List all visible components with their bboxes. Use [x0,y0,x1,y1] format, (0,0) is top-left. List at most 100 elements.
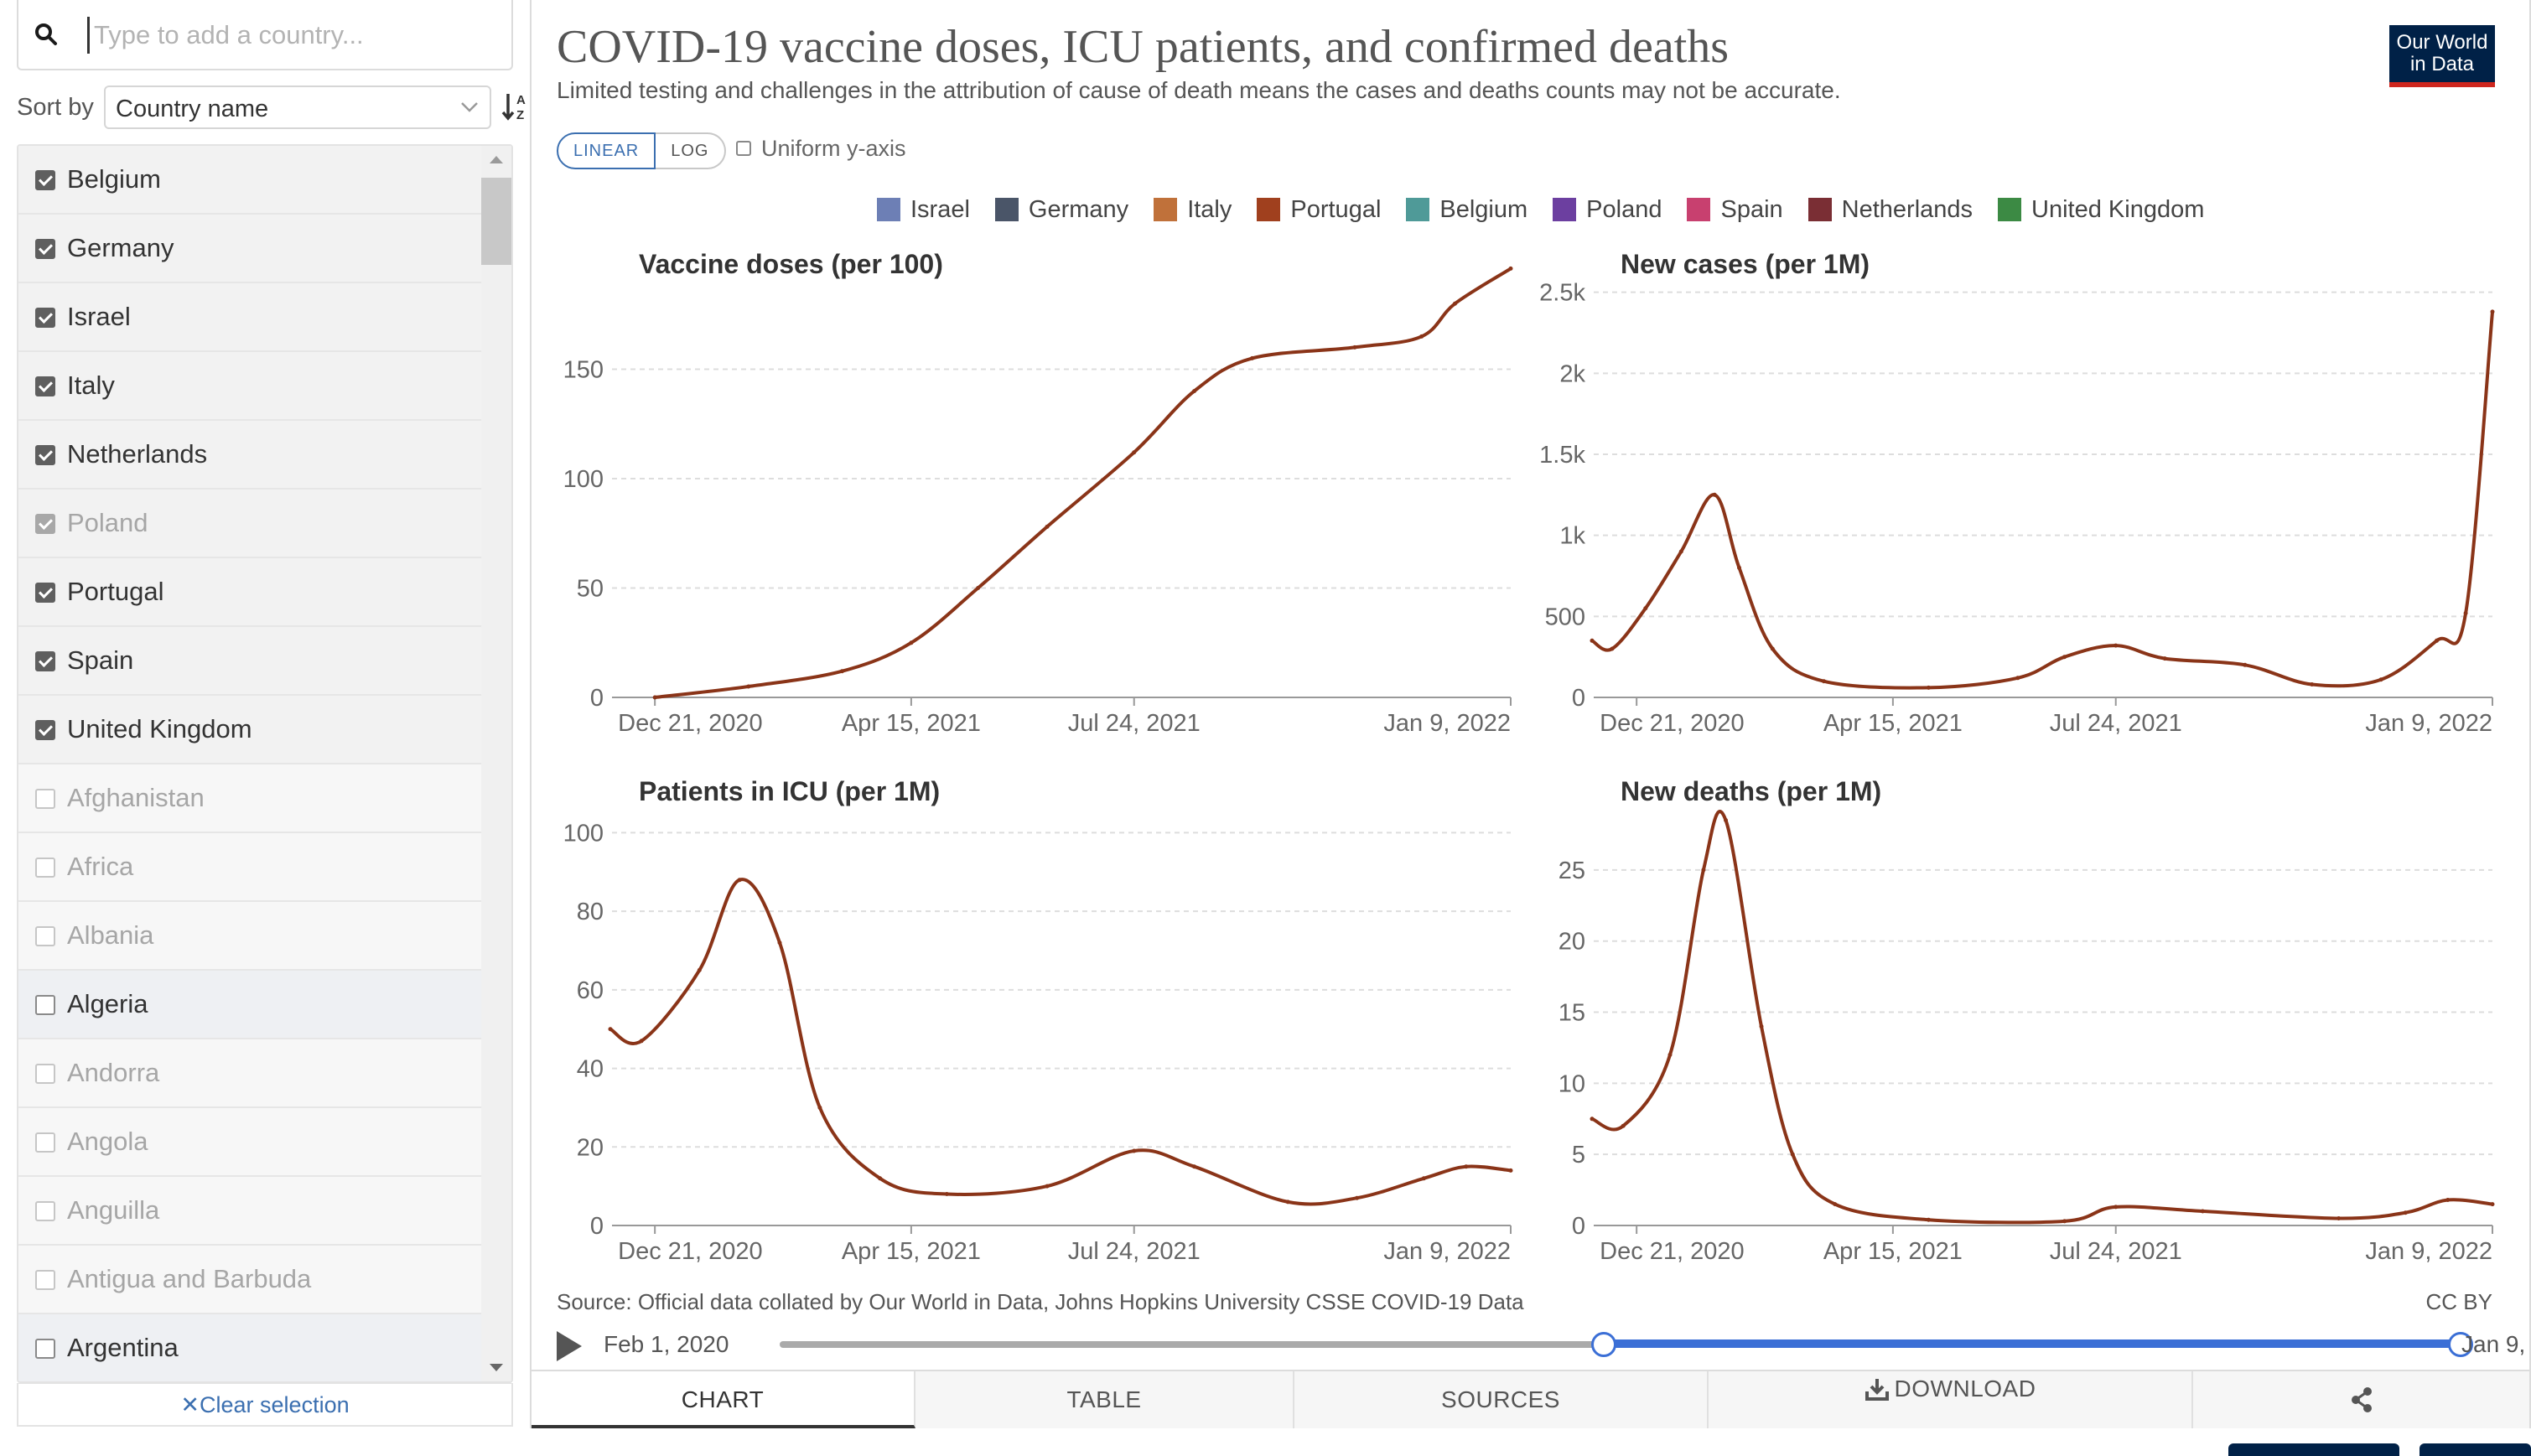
linear-scale-button[interactable]: LINEAR [557,132,656,169]
scroll-down-arrow-icon[interactable] [490,1364,503,1371]
legend-item[interactable]: Italy [1154,194,1232,225]
legend-item[interactable]: Belgium [1406,194,1527,225]
list-scrollbar[interactable] [481,146,511,1381]
tab-sources[interactable]: SOURCES [1294,1371,1709,1428]
country-checkbox[interactable] [35,1270,55,1290]
x-tick-label: Dec 21, 2020 [1600,710,1745,737]
country-name: Poland [67,508,148,537]
country-checkbox[interactable] [35,1064,55,1084]
country-checkbox[interactable] [35,720,55,740]
data-point [2445,1198,2451,1202]
scrollbar-thumb[interactable] [481,178,511,265]
legend-item[interactable]: Spain [1687,194,1783,225]
country-item[interactable]: Portugal [18,558,483,627]
timeline-end-handle[interactable] [2448,1332,2473,1357]
legend-item[interactable]: Poland [1553,194,1662,225]
country-checkbox[interactable] [35,651,55,671]
country-item[interactable]: United Kingdom [18,696,483,764]
legend-item[interactable]: Portugal [1257,194,1381,225]
timeline-start-handle[interactable] [1591,1332,1616,1357]
country-item[interactable]: Argentina [18,1314,483,1381]
series-line-portugal[interactable] [654,267,1512,699]
legend-label: Netherlands [1841,195,1973,223]
scroll-up-arrow-icon[interactable] [490,156,503,163]
legend-label: Germany [1028,195,1129,223]
country-item[interactable]: Antigua and Barbuda [18,1246,483,1314]
country-item[interactable]: Netherlands [18,421,483,490]
country-item[interactable]: Poland [18,490,483,558]
license-link[interactable]: CC BY [2425,1289,2492,1314]
timeline-track[interactable] [780,1341,1727,1348]
clear-selection-bar: ✕Clear selection [17,1383,513,1427]
tab-share[interactable] [2193,1371,2529,1428]
country-item[interactable]: Andorra [18,1039,483,1108]
country-item[interactable]: Belgium [18,146,483,215]
country-checkbox[interactable] [35,376,55,396]
country-item[interactable]: Israel [18,283,483,352]
chart-2[interactable]: New cases (per 1M) 0 500 1k 1.5k 2k 2.5k Dec 21… [1539,249,2495,737]
legend-swatch [877,198,900,221]
tab-download[interactable]: DOWNLOAD [1709,1371,2193,1428]
bottom-action-button-1[interactable] [2228,1443,2399,1456]
uniform-y-axis-checkbox[interactable] [736,141,751,156]
legend-label: Israel [910,195,970,223]
legend-label: Italy [1187,195,1232,223]
y-tick-label: 40 [577,1056,604,1083]
country-checkbox[interactable] [35,308,55,328]
country-checkbox[interactable] [35,995,55,1015]
tab-table[interactable]: TABLE [915,1371,1294,1428]
bottom-action-button-2[interactable] [2419,1443,2531,1456]
country-list[interactable]: Belgium Germany Israel Italy Netherlands Pola… [17,144,513,1383]
data-point [2113,1205,2119,1210]
country-checkbox[interactable] [35,514,55,534]
series-line-portugal[interactable] [1590,311,2494,690]
country-checkbox[interactable] [35,1201,55,1221]
clear-selection-button[interactable]: ✕Clear selection [180,1392,349,1418]
country-item[interactable]: Africa [18,833,483,902]
country-name: Africa [67,852,134,881]
legend-item[interactable]: Germany [994,194,1129,225]
country-item[interactable]: Algeria [18,971,483,1039]
country-checkbox[interactable] [35,858,55,878]
data-point [777,940,782,946]
country-checkbox[interactable] [35,1339,55,1359]
data-point [1926,685,1931,690]
chart-1[interactable]: Vaccine doses (per 100) 0 50 100 150 Dec 21, … [563,249,1513,737]
country-checkbox[interactable] [35,789,55,809]
series-line-portugal[interactable] [1591,810,2493,1225]
legend-item[interactable]: Netherlands [1807,194,1973,225]
country-item[interactable]: Italy [18,352,483,421]
play-icon[interactable] [557,1331,582,1361]
search-box[interactable] [17,0,513,70]
sort-order-icon[interactable]: A Z [501,91,530,122]
legend-label: Portugal [1290,195,1382,223]
tab-sources-label: SOURCES [1441,1386,1560,1412]
tab-chart[interactable]: CHART [532,1371,915,1428]
country-item[interactable]: Angola [18,1108,483,1177]
country-item[interactable]: Germany [18,215,483,283]
country-checkbox[interactable] [35,170,55,190]
country-checkbox[interactable] [35,1132,55,1153]
y-tick-label: 0 [590,685,604,712]
country-name: Afghanistan [67,783,205,812]
country-checkbox[interactable] [35,445,55,465]
log-scale-button[interactable]: LOG [656,132,726,169]
country-item[interactable]: Anguilla [18,1177,483,1246]
legend-item[interactable]: United Kingdom [1998,194,2204,225]
country-item[interactable]: Spain [18,627,483,696]
owid-logo[interactable]: Our World in Data [2389,25,2495,87]
sort-select[interactable]: Country name [104,85,491,129]
country-checkbox[interactable] [35,583,55,603]
country-checkbox[interactable] [35,926,55,946]
timeline-selected-range[interactable] [1603,1339,2460,1348]
country-checkbox[interactable] [35,239,55,259]
series-line-portugal[interactable] [609,878,1512,1206]
country-search-input[interactable] [94,12,496,59]
chart-4[interactable]: New deaths (per 1M) 0 5 10 15 20 25 Dec 21, 202… [1559,776,2495,1265]
country-item[interactable]: Afghanistan [18,764,483,833]
legend-item[interactable]: Israel [877,194,970,225]
clear-selection-label: Clear selection [200,1392,350,1417]
data-point [2378,677,2383,682]
chart-3[interactable]: Patients in ICU (per 1M) 0 20 40 60 80 100 Dec … [563,776,1513,1265]
country-item[interactable]: Albania [18,902,483,971]
